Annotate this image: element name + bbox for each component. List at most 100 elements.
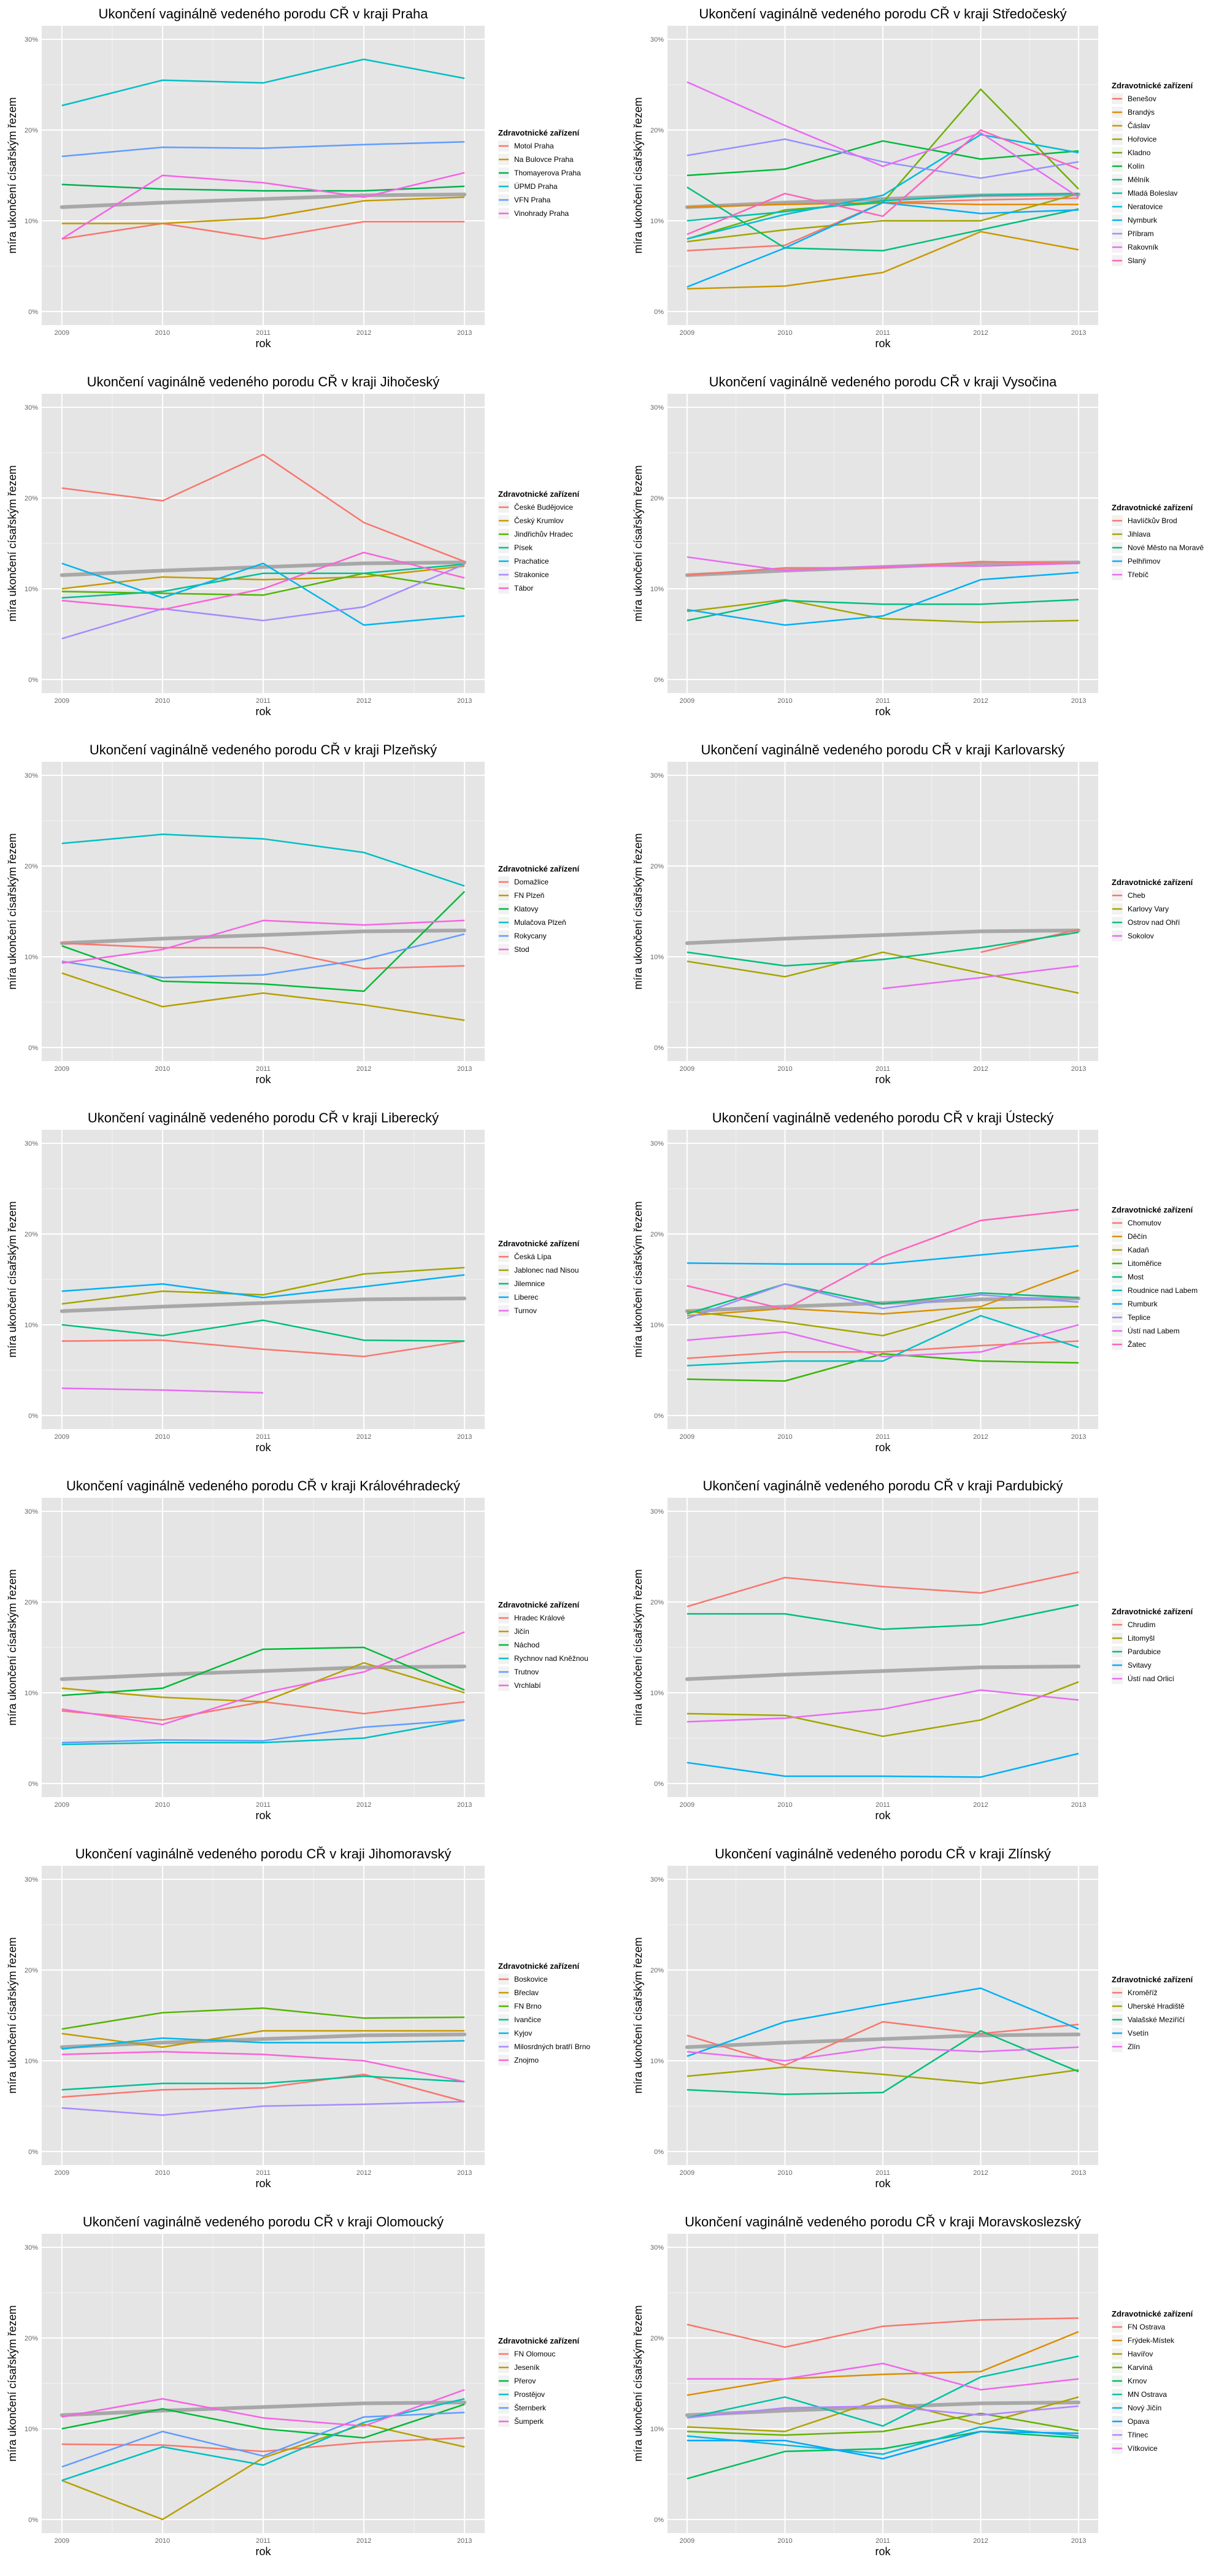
x-tick-label: 2012: [356, 1065, 371, 1073]
x-tick-label: 2009: [55, 329, 69, 337]
series-line: [687, 134, 1079, 240]
legend-label: Náchod: [514, 1641, 539, 1649]
legend-label: Rakovník: [1128, 243, 1159, 251]
y-tick-label: 0%: [28, 1781, 38, 1788]
legend-label: Chrudim: [1128, 1620, 1155, 1629]
series-line: [61, 942, 465, 970]
legend-label: Domažlice: [514, 878, 548, 886]
chart-title: Ukončení vaginálně vedeného porodu CŘ v …: [83, 2214, 444, 2229]
y-tick-label: 20%: [650, 1231, 664, 1238]
series-line: [61, 2389, 465, 2427]
legend-label: Třinec: [1128, 2431, 1148, 2439]
x-tick-label: 2010: [155, 1801, 170, 1809]
legend-label: Boskovice: [514, 1975, 548, 1984]
legend-label: Litomyšl: [1128, 1634, 1155, 1643]
chart-panel-0: Ukončení vaginálně vedeného porodu CŘ v …: [6, 6, 581, 350]
legend-label: Žatec: [1128, 1340, 1146, 1349]
x-tick-label: 2013: [457, 1433, 472, 1441]
x-tick-label: 2009: [55, 1433, 69, 1441]
series-line: [687, 193, 1079, 222]
legend-label: FN Brno: [514, 2002, 542, 2011]
y-tick-label: 20%: [650, 863, 664, 870]
chart-title: Ukončení vaginálně vedeného porodu CŘ v …: [75, 1846, 452, 1861]
x-tick-label: 2009: [680, 697, 694, 705]
x-axis-label: rok: [875, 705, 891, 718]
y-tick-label: 0%: [654, 2517, 664, 2524]
series-line: [61, 2007, 465, 2030]
x-tick-label: 2010: [155, 1065, 170, 1073]
series-line: [61, 172, 465, 240]
x-tick-label: 2009: [55, 2169, 69, 2177]
y-tick-label: 30%: [650, 404, 664, 412]
y-tick-label: 0%: [654, 1045, 664, 1052]
y-tick-label: 30%: [650, 772, 664, 780]
legend-label: Sokolov: [1128, 932, 1154, 940]
x-tick-label: 2010: [155, 2169, 170, 2177]
legend-label: Rokycany: [514, 932, 547, 940]
chart-panel-6: Ukončení vaginálně vedeného porodu CŘ v …: [6, 1110, 580, 1454]
legend-label: Liberec: [514, 1293, 538, 1301]
series-line: [61, 563, 465, 640]
y-axis-label: míra ukončení císařským řezem: [6, 1201, 18, 1357]
y-tick-label: 30%: [25, 1508, 38, 1516]
legend-label: Česká Lípa: [514, 1252, 552, 1261]
y-tick-label: 10%: [25, 2058, 38, 2065]
series-line: [61, 2073, 465, 2103]
x-tick-label: 2013: [1071, 1801, 1086, 1809]
legend-title: Zdravotnické zařízení: [498, 1239, 580, 1248]
legend-label: Ústí nad Orlicí: [1128, 1674, 1175, 1683]
x-tick-label: 2012: [973, 2537, 988, 2545]
legend-label: Nový Jičín: [1128, 2404, 1161, 2412]
series-line: [687, 129, 1079, 236]
series-line: [61, 1719, 465, 1744]
y-tick-label: 10%: [25, 1690, 38, 1697]
x-axis-label: rok: [875, 1073, 891, 1086]
y-axis-label: míra ukončení císařským řezem: [632, 1937, 644, 2093]
series-line: [687, 2331, 1079, 2396]
y-tick-label: 0%: [654, 2149, 664, 2156]
series-line: [61, 563, 465, 599]
x-tick-label: 2011: [875, 697, 890, 705]
x-tick-label: 2013: [1071, 329, 1086, 337]
x-tick-label: 2011: [875, 1065, 890, 1073]
x-tick-label: 2010: [155, 697, 170, 705]
y-tick-label: 20%: [25, 495, 38, 502]
x-tick-label: 2011: [875, 2537, 890, 2545]
legend-label: Přerov: [514, 2377, 536, 2385]
y-tick-label: 10%: [650, 1690, 664, 1697]
x-axis-label: rok: [255, 1809, 271, 1822]
x-tick-label: 2013: [457, 2537, 472, 2545]
y-tick-label: 0%: [28, 677, 38, 684]
x-axis-label: rok: [255, 337, 271, 350]
x-axis-label: rok: [255, 2177, 271, 2190]
series-line: [687, 1314, 1079, 1367]
series-line: [61, 1319, 465, 1342]
series-line: [687, 931, 1079, 967]
y-tick-label: 30%: [650, 2244, 664, 2252]
y-axis-label: míra ukončení císařským řezem: [632, 2305, 644, 2461]
x-axis-label: rok: [875, 1441, 891, 1454]
legend-label: Karlovy Vary: [1128, 905, 1169, 913]
legend-label: Valašské Meziříčí: [1128, 2015, 1185, 2024]
y-tick-label: 30%: [650, 1508, 664, 1516]
legend-label: Klatovy: [514, 905, 538, 913]
x-tick-label: 2011: [875, 329, 890, 337]
y-tick-label: 0%: [654, 309, 664, 316]
y-axis-label: míra ukončení císařským řezem: [632, 97, 644, 253]
legend-label: Opava: [1128, 2417, 1150, 2426]
legend-label: Mladá Boleslav: [1128, 189, 1177, 197]
legend-label: Chomutov: [1128, 1219, 1161, 1227]
series-line: [687, 951, 1079, 994]
legend-label: Jeseník: [514, 2363, 540, 2372]
y-tick-label: 30%: [650, 1140, 664, 1148]
y-tick-label: 0%: [28, 309, 38, 316]
legend-label: Rumburk: [1128, 1300, 1158, 1308]
series-line: [687, 2426, 1079, 2455]
y-tick-label: 10%: [25, 1322, 38, 1329]
series-line: [687, 1987, 1079, 2057]
series-line: [687, 2030, 1079, 2095]
legend-label: Ústí nad Labem: [1128, 1326, 1180, 1335]
series-line: [687, 1353, 1079, 1382]
reference-line: [60, 193, 467, 209]
